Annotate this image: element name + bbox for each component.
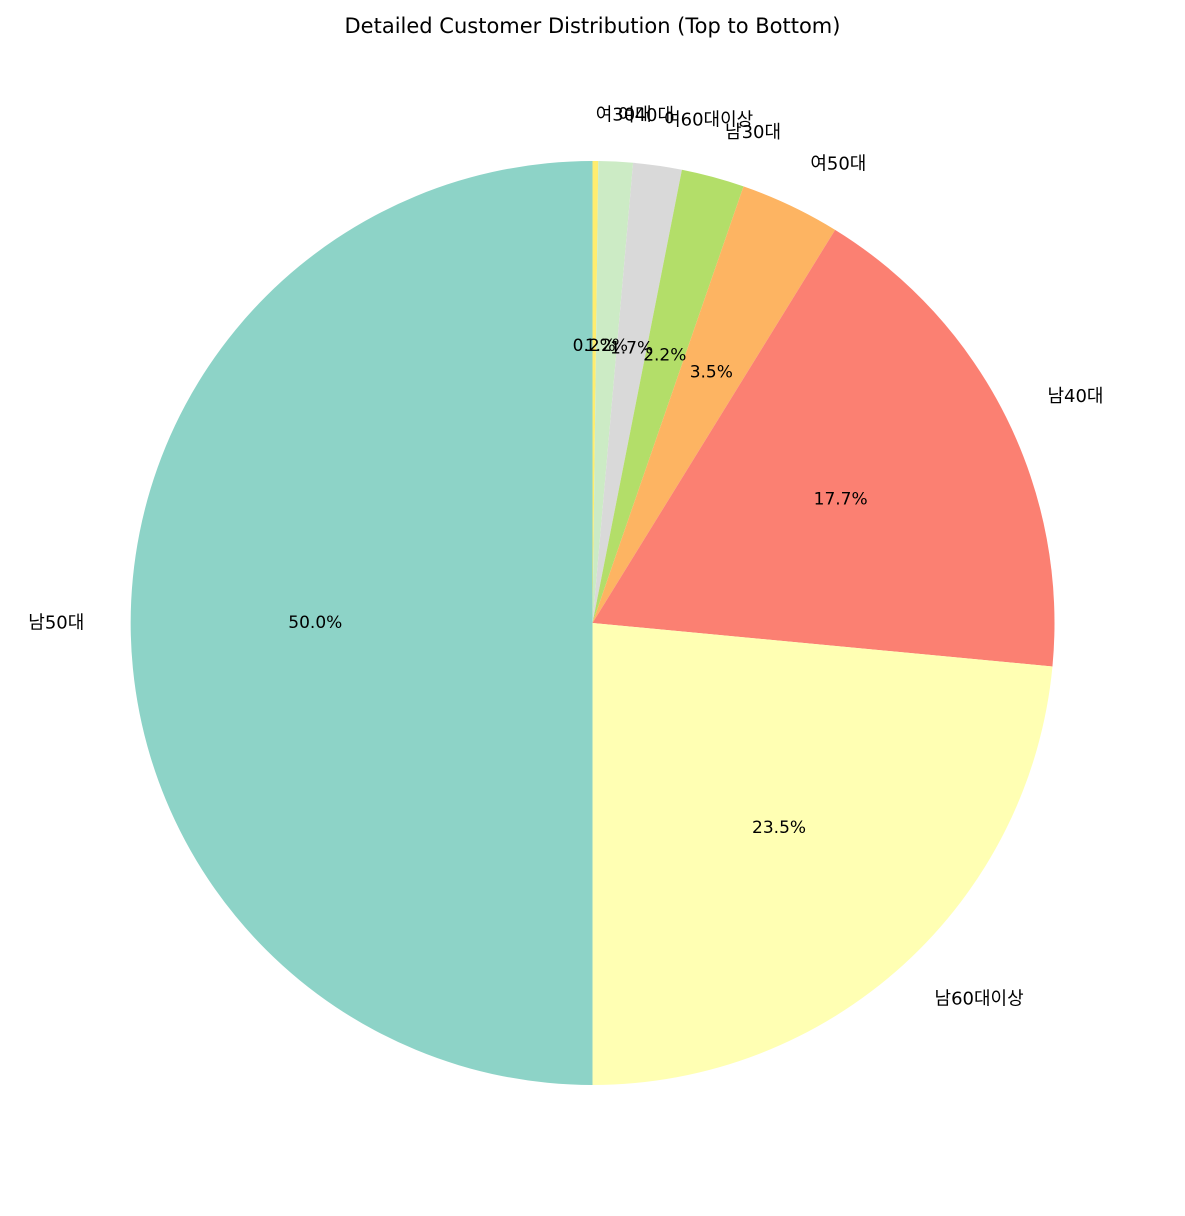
slice-percent-label: 1.2% (585, 336, 628, 356)
pie-slice (592, 161, 634, 623)
chart-title: Detailed Customer Distribution (Top to B… (345, 14, 841, 38)
slice-label: 여50대 (810, 153, 866, 174)
pie-percent-labels: 0.2%1.2%1.7%2.2%3.5% 17.7% 23.5% 50.0% (288, 336, 867, 838)
slice-percent-label: 23.5% (752, 818, 806, 838)
pie-slice (592, 162, 682, 624)
slice-percent-label: 50.0% (288, 613, 342, 633)
slice-label: 여60대이상 (664, 109, 753, 130)
pie-slices (130, 161, 1055, 1085)
slice-label: 남30대 (725, 122, 781, 143)
pie-slice (592, 186, 836, 623)
slice-label: 여40대 (618, 105, 674, 126)
slice-percent-label: 17.7% (814, 489, 868, 509)
slice-label: 남40대 (1047, 386, 1103, 407)
slice-label: 남60대이상 (935, 988, 1024, 1009)
slice-percent-label: 1.7% (610, 339, 653, 359)
slice-percent-label: 2.2% (643, 345, 686, 365)
slice-label: 여30대 (596, 104, 652, 125)
slice-percent-label: 0.2% (573, 336, 616, 356)
pie-slice (592, 169, 744, 623)
pie-slice (592, 623, 1053, 1085)
pie-slice (592, 161, 599, 623)
slice-percent-label: 3.5% (690, 363, 733, 383)
slice-label: 남50대 (28, 613, 84, 634)
pie-slice (592, 229, 1055, 667)
pie-slice (130, 161, 593, 1085)
